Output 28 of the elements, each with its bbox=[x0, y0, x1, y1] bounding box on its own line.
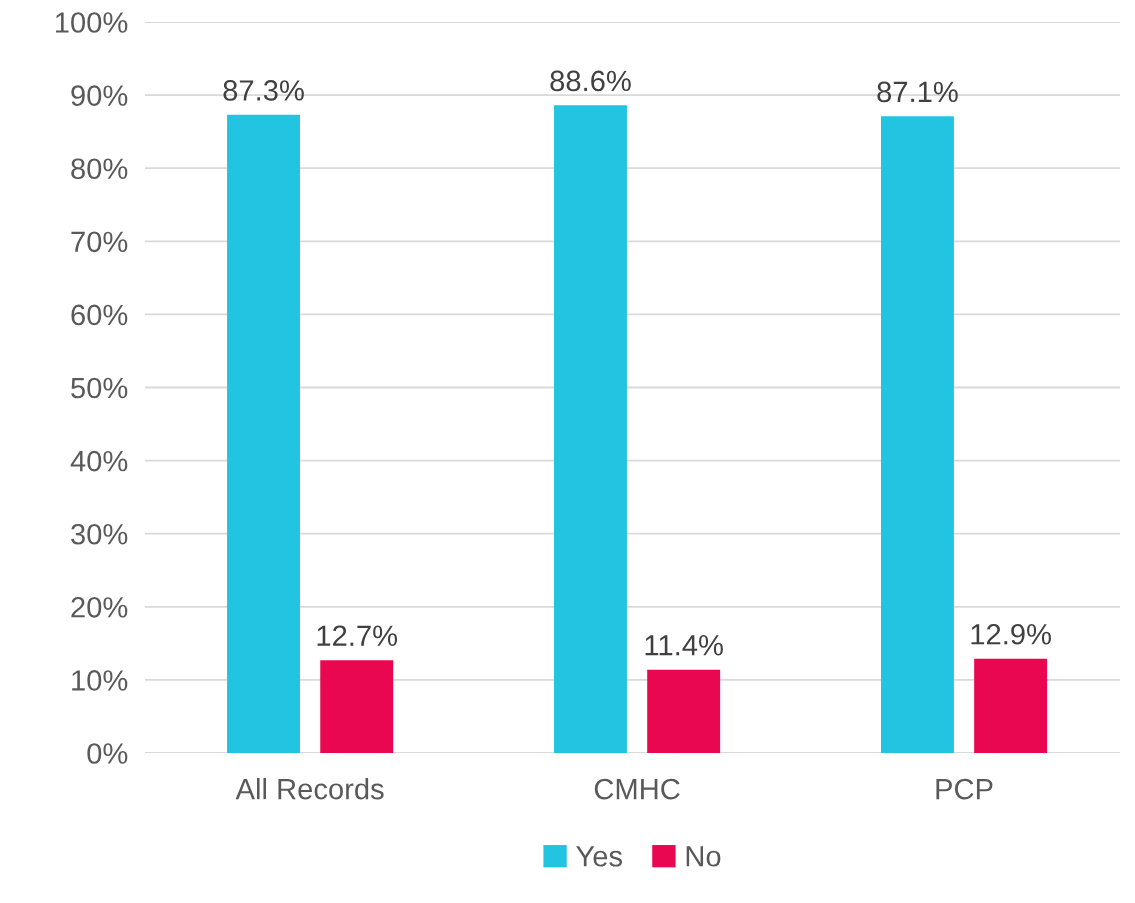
bar bbox=[320, 660, 394, 753]
data-label: 87.3% bbox=[223, 80, 304, 101]
y-tick-label: 60% bbox=[71, 304, 128, 326]
y-tick-label: 0% bbox=[87, 743, 128, 764]
data-label: 12.9% bbox=[971, 623, 1051, 645]
legend-label: Yes bbox=[576, 846, 623, 867]
bar bbox=[880, 116, 954, 753]
y-tick-label: 80% bbox=[71, 158, 128, 180]
data-label: 87.1% bbox=[877, 81, 958, 103]
y-tick-label: 10% bbox=[72, 670, 128, 691]
x-tick-label: PCP bbox=[936, 778, 993, 800]
legend-label: No bbox=[686, 846, 721, 867]
bar bbox=[647, 669, 721, 753]
y-tick-label: 50% bbox=[71, 377, 128, 399]
x-tick-label: CMHC bbox=[594, 778, 680, 800]
y-tick-label: 70% bbox=[71, 231, 128, 253]
y-tick-label: 20% bbox=[71, 597, 128, 618]
bar bbox=[227, 114, 300, 753]
x-tick-label: All Records bbox=[235, 778, 384, 800]
bar bbox=[554, 105, 627, 753]
y-tick-label: 40% bbox=[70, 450, 128, 472]
y-tick-label: 90% bbox=[71, 85, 128, 106]
bar bbox=[974, 658, 1048, 753]
y-tick-label: 30% bbox=[71, 523, 128, 545]
data-label: 88.6% bbox=[550, 70, 631, 92]
data-label: 11.4% bbox=[645, 635, 723, 656]
data-label: 12.7% bbox=[317, 625, 398, 646]
y-tick-label: 100% bbox=[55, 12, 128, 33]
